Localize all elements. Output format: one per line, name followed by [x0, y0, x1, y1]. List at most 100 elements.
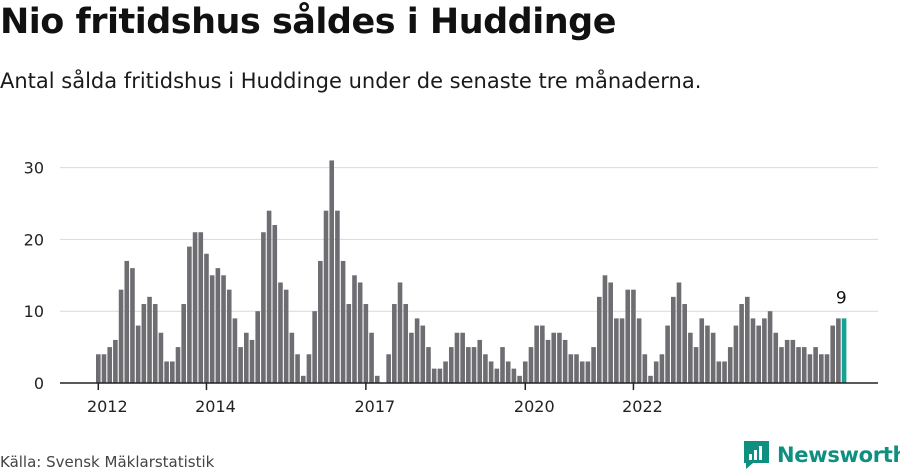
bar — [619, 318, 625, 383]
bar — [170, 361, 175, 383]
bar — [215, 268, 221, 383]
bar — [443, 361, 448, 383]
bar — [295, 354, 300, 383]
bar — [477, 339, 483, 383]
bar — [96, 354, 101, 383]
bar — [819, 354, 824, 383]
bar — [471, 347, 477, 383]
bar — [374, 375, 380, 383]
bar — [147, 296, 152, 383]
bar — [272, 225, 278, 383]
bar — [249, 339, 255, 383]
bar — [454, 332, 460, 383]
bar — [181, 304, 186, 383]
bar — [369, 332, 374, 383]
brand-logo[interactable]: Newsworthy — [744, 441, 900, 469]
bar — [357, 282, 363, 383]
x-tick-label: 2012 — [87, 397, 128, 416]
bar — [409, 332, 414, 383]
bar — [420, 325, 426, 383]
bar — [545, 339, 551, 383]
newsworthy-logo-icon — [744, 441, 769, 469]
bar — [448, 347, 454, 383]
bar — [101, 354, 107, 383]
bar — [653, 361, 659, 383]
bar — [238, 347, 243, 383]
bar — [608, 282, 613, 383]
bar — [329, 160, 335, 383]
bar — [198, 232, 204, 383]
bar — [779, 347, 784, 383]
bar — [517, 375, 522, 383]
bar — [693, 347, 699, 383]
bar — [625, 289, 631, 383]
bar — [283, 289, 289, 383]
bar — [306, 354, 312, 383]
bar — [278, 282, 283, 383]
bar — [796, 347, 801, 383]
bar — [790, 339, 796, 383]
bar — [705, 325, 710, 383]
bar — [414, 318, 420, 383]
bar — [648, 375, 653, 383]
bar — [187, 246, 192, 383]
bar — [727, 347, 733, 383]
bar — [767, 311, 773, 383]
bar — [346, 304, 352, 383]
bar — [534, 325, 539, 383]
bar — [363, 304, 369, 383]
bar — [631, 289, 636, 383]
bar — [135, 325, 141, 383]
bar — [244, 332, 249, 383]
bar — [773, 332, 779, 383]
bar — [340, 260, 346, 383]
bar — [722, 361, 727, 383]
data-label: 9 — [836, 288, 847, 308]
bar — [130, 268, 135, 383]
bar — [403, 304, 409, 383]
bar-chart: 0 10 20 30 2012 2014 2017 2020 2022 9 — [24, 159, 878, 416]
bar — [209, 275, 215, 383]
bar — [642, 354, 648, 383]
bar — [750, 318, 756, 383]
bar — [579, 361, 585, 383]
y-tick-label: 30 — [24, 159, 44, 178]
bar — [710, 332, 716, 383]
bar — [500, 347, 505, 383]
bar — [386, 354, 391, 383]
bar — [688, 332, 693, 383]
bar — [226, 289, 232, 383]
bar — [352, 275, 357, 383]
bar — [113, 339, 118, 383]
bar — [676, 282, 682, 383]
bar — [158, 332, 164, 383]
bar — [164, 361, 169, 383]
bar — [591, 347, 596, 383]
bar — [733, 325, 739, 383]
bar — [682, 304, 687, 383]
page-subtitle: Antal sålda fritidshus i Huddinge under … — [0, 69, 702, 93]
bar — [466, 347, 471, 383]
bar — [830, 325, 835, 383]
y-tick-label: 10 — [24, 302, 44, 321]
bar — [392, 304, 397, 383]
bar — [511, 368, 517, 383]
bar — [397, 282, 403, 383]
bar — [488, 361, 494, 383]
bar — [460, 332, 465, 383]
bar — [124, 260, 130, 383]
bar — [557, 332, 562, 383]
bar — [221, 275, 226, 383]
bar — [426, 347, 431, 383]
bar — [562, 339, 568, 383]
bar — [312, 311, 317, 383]
bar — [813, 347, 818, 383]
bar — [699, 318, 705, 383]
bar — [300, 375, 306, 383]
bar — [505, 361, 511, 383]
bar — [232, 318, 238, 383]
bar — [437, 368, 443, 383]
bar — [659, 354, 665, 383]
y-tick-label: 20 — [24, 230, 44, 249]
x-tick-label: 2014 — [195, 397, 236, 416]
